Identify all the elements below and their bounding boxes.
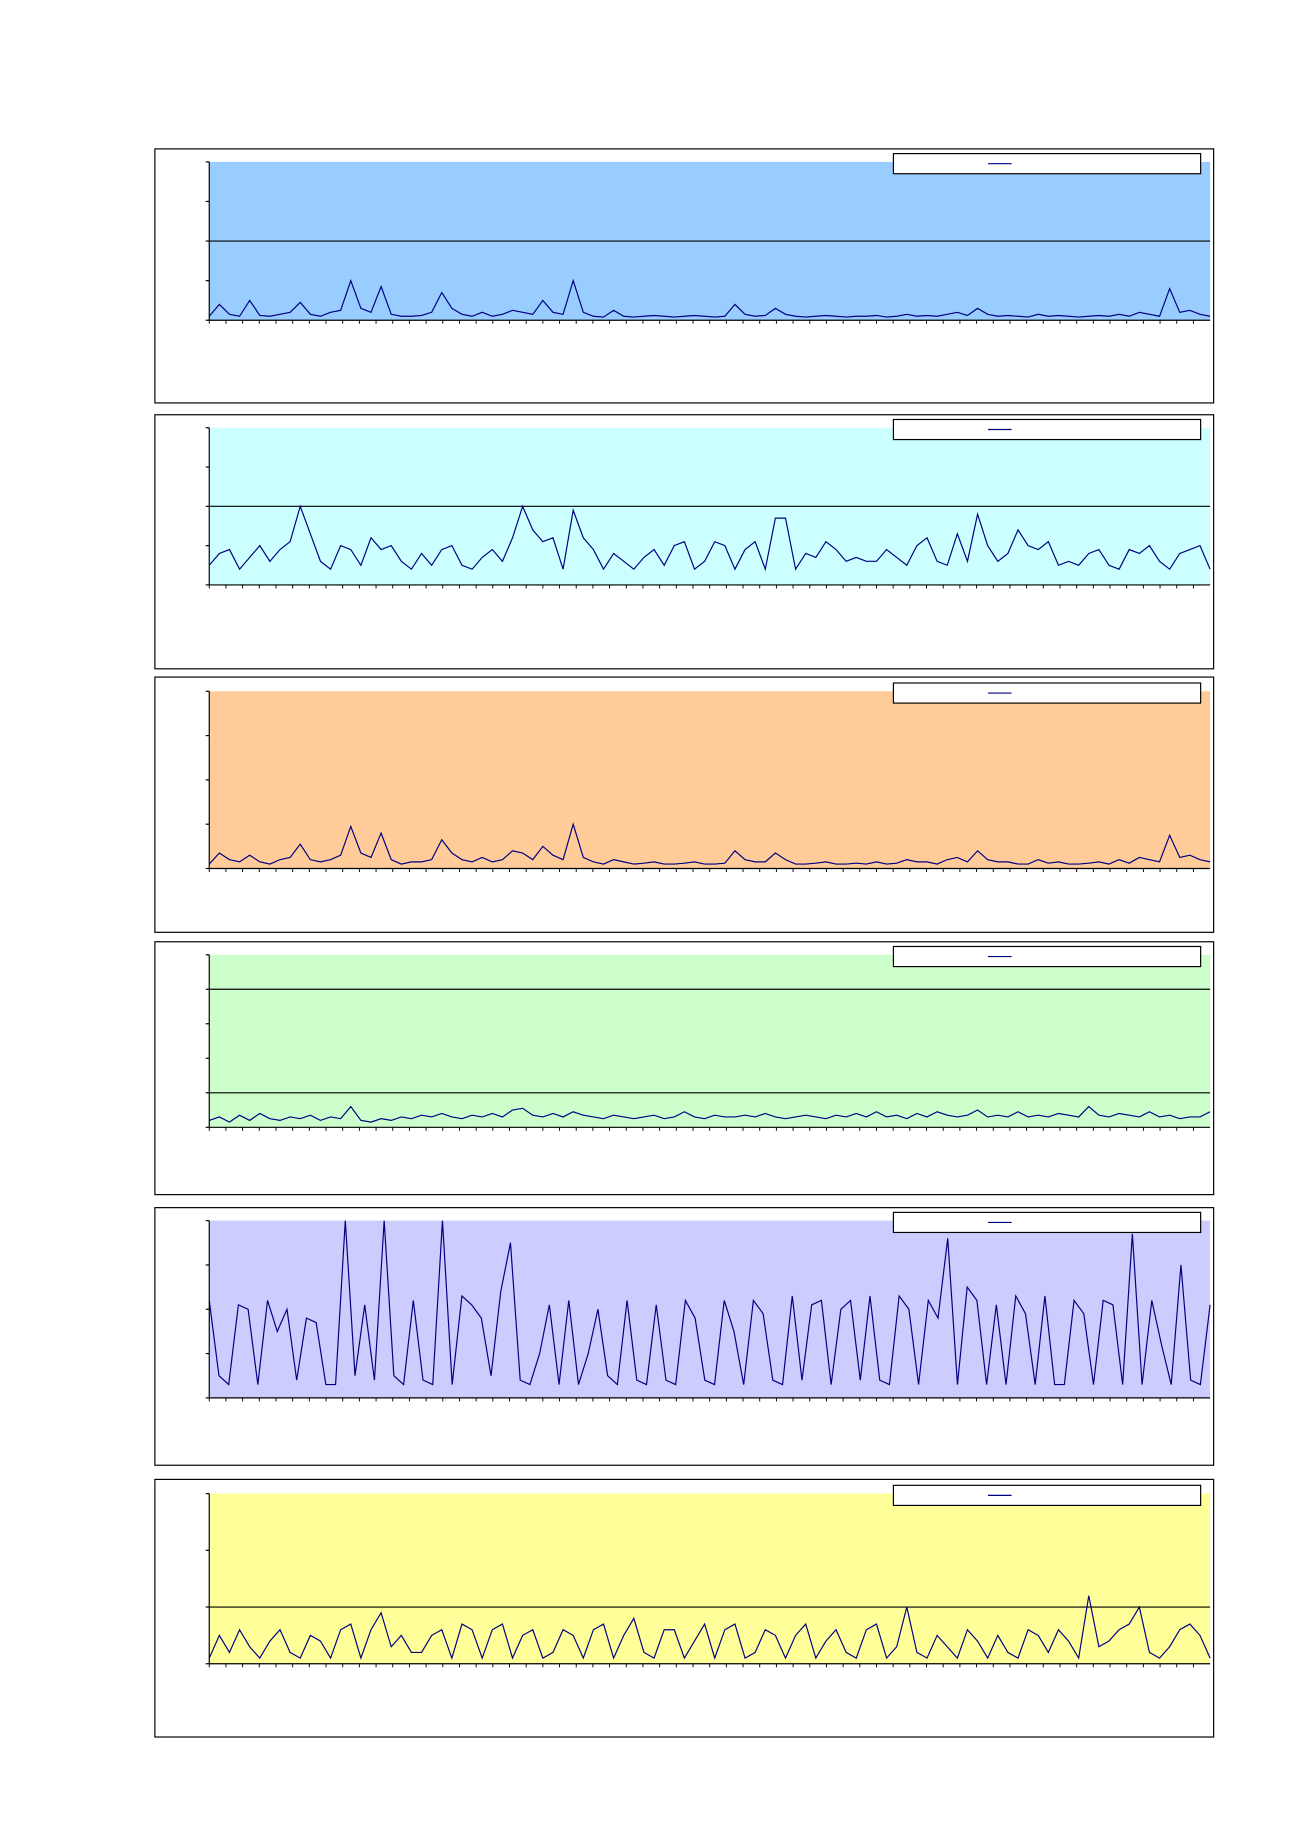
series-line (208, 1595, 1211, 1660)
plot-area (209, 1220, 1211, 1398)
legend-box (892, 682, 1202, 704)
plot-area (209, 954, 1211, 1128)
plot-area (209, 691, 1211, 869)
legend-box (892, 945, 1202, 968)
legend-box (892, 153, 1202, 175)
plot-area (209, 1493, 1211, 1664)
legend-box (892, 418, 1202, 441)
series-line (208, 822, 1211, 865)
legend-box (892, 1484, 1202, 1507)
series-line (208, 504, 1211, 572)
series-line (209, 1105, 1211, 1123)
legend-box (892, 1211, 1202, 1234)
series-line (208, 278, 1211, 318)
series-line (208, 1220, 1211, 1386)
